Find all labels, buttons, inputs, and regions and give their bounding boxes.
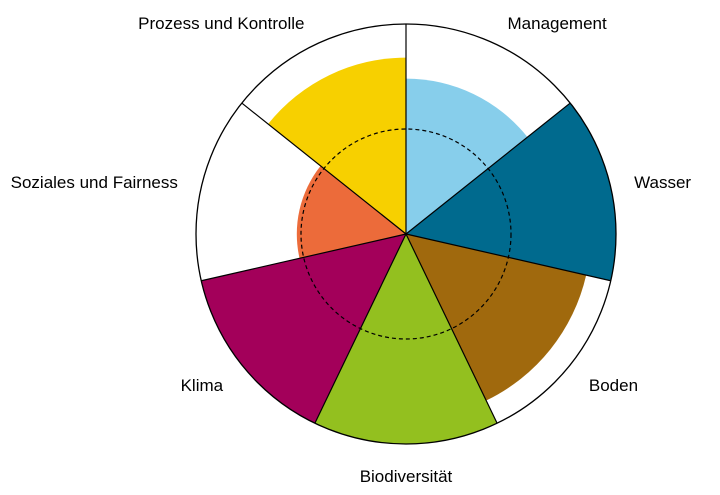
divider-line: [201, 233, 407, 282]
dividers-layer: [201, 24, 611, 424]
sector-soziales-und-fairness: [296, 165, 406, 259]
sector-wasser: [406, 103, 616, 281]
label-biodiversitaet: Biodiversität: [360, 467, 453, 486]
label-boden: Boden: [589, 376, 638, 395]
divider-line: [405, 233, 498, 424]
divider-line: [241, 102, 407, 235]
sector-boden: [406, 234, 587, 401]
sector-klima: [201, 234, 406, 424]
labels-layer: Management Wasser Boden Biodiversität Klima S…: [11, 14, 692, 486]
sector-prozess-und-kontrolle: [268, 57, 406, 234]
label-management: Management: [508, 14, 608, 33]
label-wasser: Wasser: [634, 173, 691, 192]
label-prozess-und-kontrolle: Prozess und Kontrolle: [138, 14, 304, 33]
label-soziales-und-fairness: Soziales und Fairness: [11, 173, 178, 192]
divider-line: [314, 233, 407, 424]
sector-management: [406, 78, 528, 234]
reference-circle: [300, 128, 512, 340]
divider-line: [405, 102, 571, 235]
divider-line: [405, 233, 611, 282]
label-klima: Klima: [181, 376, 224, 395]
